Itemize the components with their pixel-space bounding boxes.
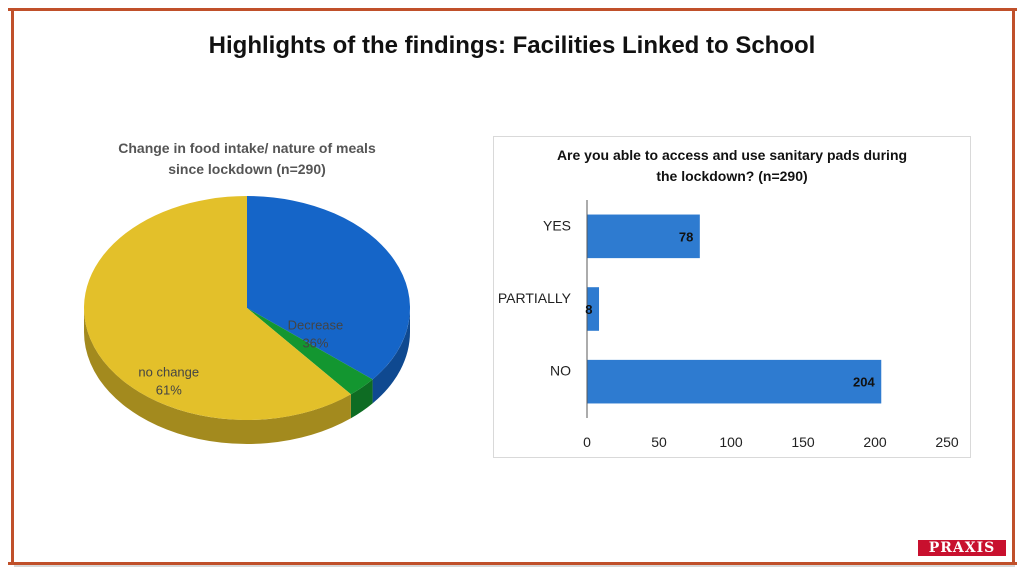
frame-top-border: [8, 8, 1017, 11]
bar-partially: [587, 287, 600, 331]
frame-shadow: [14, 565, 1015, 567]
pie-side-no-change: [83, 308, 351, 444]
pie-slice-increase: [247, 308, 373, 395]
bar-yes: [587, 214, 700, 259]
slide-title: Highlights of the findings: Facilities L…: [208, 32, 816, 59]
bar-title-line-1: Are you able to access and use sanitary …: [556, 147, 908, 163]
bar-no: [587, 359, 882, 404]
bar-x-tick-label: 200: [863, 434, 887, 450]
bar-value-label-no: 204: [853, 375, 875, 390]
pie-slice-decrease: [247, 196, 410, 380]
pie-value-no-change: 61%: [156, 382, 182, 397]
bar-value-label-yes: 78: [679, 229, 693, 244]
bar-value-label-partially: 8: [585, 302, 592, 317]
frame-left-border: [11, 8, 14, 565]
pie-value-decrease: 36%: [302, 335, 328, 350]
pie-title-line-1: Change in food intake/ nature of meals: [118, 140, 376, 156]
bar-category-label-partially: PARTIALLY: [498, 290, 572, 306]
bar-title-line-2: the lockdown? (n=290): [656, 168, 808, 184]
bar-chart-panel: [493, 136, 971, 458]
pie-title-line-2: since lockdown (n=290): [168, 161, 326, 177]
bar-chart-title: Are you able to access and use sanitary …: [495, 145, 969, 187]
praxis-logo: PRAXIS: [918, 540, 1006, 556]
bar-x-tick-label: 50: [651, 434, 667, 450]
pie-chart-title: Change in food intake/ nature of meals s…: [92, 138, 402, 180]
bar-category-label-no: NO: [550, 363, 571, 379]
bar-x-tick-label: 100: [719, 434, 743, 450]
pie-label-no-change: no change: [138, 364, 199, 379]
frame-right-border: [1012, 8, 1015, 565]
pie-label-decrease: Decrease: [288, 317, 344, 332]
pie-side-increase: [350, 379, 373, 419]
pie-slice-no-change: [83, 196, 351, 420]
frame-bottom-border: [8, 562, 1017, 565]
bar-x-tick-label: 0: [583, 434, 591, 450]
bar-x-tick-label: 150: [791, 434, 815, 450]
bar-x-tick-label: 250: [935, 434, 959, 450]
bar-category-label-yes: YES: [543, 217, 571, 233]
pie-side-decrease: [372, 308, 410, 404]
bar-chart: YES 78 PARTIALLY 8 NO 204 0 50 100 150 200 250: [498, 200, 959, 450]
